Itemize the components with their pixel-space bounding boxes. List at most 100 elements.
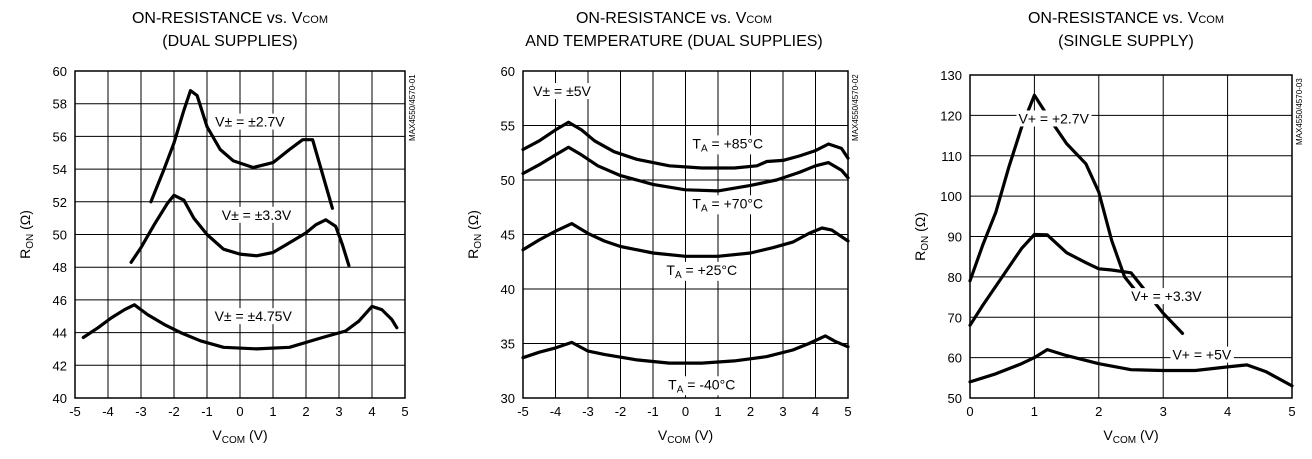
chart-panel-2: ON-RESISTANCE vs. VCOM AND TEMPERATURE (…: [440, 0, 860, 459]
x-tick-label: 0: [966, 404, 973, 419]
x-tick-label: -3: [135, 404, 147, 419]
x-tick-label: 3: [335, 404, 342, 419]
y-tick-label: 46: [53, 293, 67, 308]
x-tick-label: 4: [368, 404, 375, 419]
title-line-1: ON-RESISTANCE vs. VCOM: [575, 10, 773, 27]
x-tick-label: 1: [269, 404, 276, 419]
y-tick-label: 100: [940, 189, 962, 204]
x-tick-label: 4: [1224, 404, 1231, 419]
x-tick-label: 0: [236, 404, 243, 419]
x-tick-label: 5: [401, 404, 408, 419]
y-tick-label: 56: [53, 129, 67, 144]
y-tick-label: 60: [501, 64, 515, 79]
figure-id: MAX4550/4570-03: [1295, 78, 1304, 145]
series-label-bg: [666, 376, 738, 396]
series-label-bg: [219, 206, 294, 223]
x-tick-label: -5: [517, 404, 529, 419]
series-label-bg: [213, 113, 288, 130]
chart-title: ON-RESISTANCE vs. VCOM (DUAL SUPPLIES): [40, 8, 420, 53]
plot-frame: [969, 74, 1293, 399]
y-axis-label: RON (Ω): [465, 210, 484, 259]
title-line-2: (DUAL SUPPLIES): [162, 33, 298, 50]
x-tick-label: 5: [844, 404, 851, 419]
x-tick-label: 1: [1031, 404, 1038, 419]
chart-canvas: -5 -4 -3 -2 -1 0 1 2 3 4 5 40 42 44 46 48 50 52 54 56 58 60 VC…: [17, 64, 417, 446]
y-tick-label: 60: [53, 64, 67, 79]
y-tick-label: 58: [53, 97, 67, 112]
series-label-bg: [1129, 288, 1205, 305]
y-tick-label: 44: [53, 326, 67, 341]
x-tick-label: -2: [168, 404, 180, 419]
y-tick-label: 120: [940, 108, 962, 123]
supply-label-bg: [531, 83, 594, 100]
supply-label: V± = ±5V: [533, 83, 591, 99]
x-tick-label: 5: [1288, 404, 1295, 419]
y-tick-label: 45: [501, 228, 515, 243]
y-tick-label: 70: [948, 310, 962, 325]
series-label: V+ = +2.7V: [1018, 110, 1089, 126]
series-label: TA = +70°C: [692, 195, 763, 214]
x-tick-label: 0: [682, 404, 689, 419]
figure-id: MAX4550/4570-01: [408, 74, 417, 141]
series-label: V+ = +5V: [1172, 347, 1231, 363]
title-line-2: AND TEMPERATURE (DUAL SUPPLIES): [525, 33, 823, 50]
y-tick-label: 54: [53, 162, 67, 177]
title-line-1: ON-RESISTANCE vs. VCOM: [1027, 10, 1225, 27]
series-label-bg: [212, 308, 295, 325]
y-tick-label: 60: [948, 351, 962, 366]
x-tick-label: -2: [615, 404, 627, 419]
x-tick-label: -1: [201, 404, 213, 419]
series-label-bg: [1016, 110, 1092, 127]
series-label: TA = +25°C: [666, 262, 737, 281]
x-axis-label: VCOM (V): [212, 427, 267, 446]
series-label-bg: [690, 195, 766, 215]
series-line: [521, 222, 850, 258]
x-tick-label: 2: [747, 404, 754, 419]
chart-title: ON-RESISTANCE vs. VCOM (SINGLE SUPPLY): [940, 8, 1312, 53]
series-line: [129, 193, 351, 268]
figure-id: MAX4550/4570-02: [851, 74, 860, 141]
x-tick-label: -1: [647, 404, 659, 419]
x-tick-label: 2: [302, 404, 309, 419]
series-line: [968, 232, 1185, 335]
series-line: [81, 303, 399, 351]
chart-panel-3: ON-RESISTANCE vs. VCOM (SINGLE SUPPLY) 0…: [890, 0, 1312, 459]
x-tick-label: -5: [69, 404, 81, 419]
chart-title: ON-RESISTANCE vs. VCOM AND TEMPERATURE (…: [488, 8, 860, 53]
y-tick-label: 35: [501, 337, 515, 352]
series-label-bg: [690, 135, 766, 155]
series-label: V± = ±4.75V: [215, 308, 293, 324]
series-line: [968, 348, 1294, 388]
series-label: V+ = +3.3V: [1131, 288, 1202, 304]
series-label: TA = +85°C: [692, 135, 763, 154]
x-tick-label: 1: [714, 404, 721, 419]
series-line: [149, 89, 334, 210]
y-tick-label: 40: [501, 282, 515, 297]
y-tick-label: 110: [941, 149, 962, 164]
x-tick-label: -4: [102, 404, 114, 419]
y-tick-label: 80: [948, 270, 962, 285]
y-tick-label: 90: [948, 230, 962, 245]
y-tick-label: 50: [53, 228, 67, 243]
x-tick-label: 3: [1160, 404, 1167, 419]
series-line: [521, 334, 850, 365]
series-label-bg: [664, 261, 740, 281]
y-tick-label: 55: [501, 119, 515, 134]
x-axis-label: VCOM (V): [1103, 427, 1158, 446]
series-label: V± = ±3.3V: [222, 207, 292, 223]
series-line: [521, 145, 850, 193]
y-axis-label: RON (Ω): [17, 210, 36, 259]
x-tick-label: -3: [582, 404, 594, 419]
series-line: [521, 120, 850, 170]
series-label: TA = -40°C: [668, 376, 735, 395]
plot-frame: [74, 70, 406, 399]
x-tick-label: 3: [779, 404, 786, 419]
chart-panel-1: ON-RESISTANCE vs. VCOM (DUAL SUPPLIES) -…: [0, 0, 420, 459]
series-label-bg: [1170, 346, 1234, 363]
x-tick-label: -4: [550, 404, 562, 419]
series-label: V± = ±2.7V: [215, 114, 285, 130]
title-line-1: ON-RESISTANCE vs. VCOM: [131, 10, 329, 27]
title-line-2: (SINGLE SUPPLY): [1058, 33, 1194, 50]
y-axis-label: RON (Ω): [912, 212, 931, 261]
